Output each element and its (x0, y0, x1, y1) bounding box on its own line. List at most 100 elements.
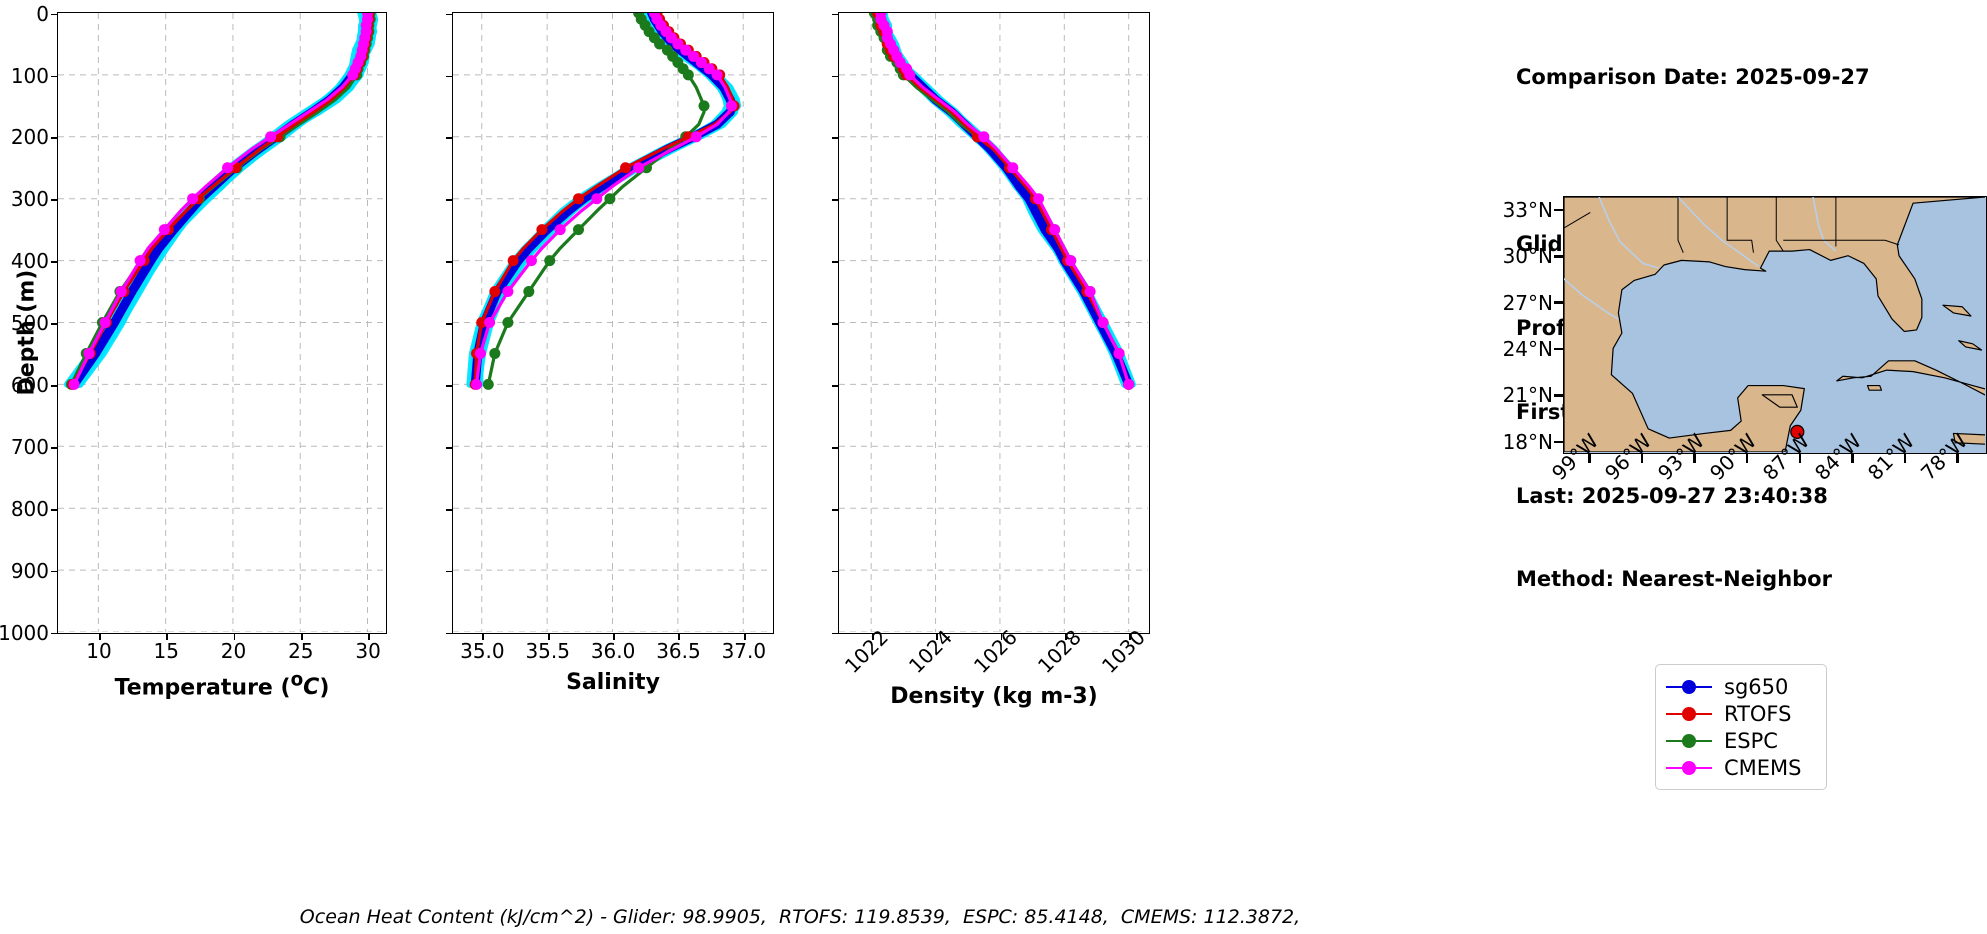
map-lon-tick (1693, 454, 1696, 463)
legend-item-espc[interactable]: ESPC (1666, 727, 1810, 754)
y-axis-tick (51, 385, 58, 387)
method-text: Method: Nearest-Neighbor (1516, 567, 1832, 592)
y-axis-tick (51, 261, 58, 263)
ocean-heat-content-caption: Ocean Heat Content (kJ/cm^2) - Glider: 9… (299, 906, 1301, 928)
x-axis-tick (1129, 632, 1132, 640)
map-lon-tick (1851, 454, 1854, 463)
depth-tick-label: 0 (36, 1, 49, 26)
density-axis-label: Density (kg m-3) (890, 684, 1098, 709)
metadata-spacer (1516, 148, 1870, 176)
x-axis-tick (98, 632, 101, 640)
depth-tick-label: 800 (10, 496, 49, 521)
map-lon-tick (1956, 454, 1959, 463)
y-axis-tick (832, 323, 839, 325)
y-axis-tick (51, 199, 58, 202)
legend-label: ESPC (1724, 728, 1778, 753)
x-tick-label: 20 (220, 639, 247, 663)
temperature-axis-label: Temperature (oC) (114, 670, 330, 701)
y-axis-tick (51, 632, 58, 635)
depth-tick-label: 400 (10, 249, 49, 274)
comparison-date-text: Comparison Date: 2025-09-27 (1516, 64, 1870, 89)
y-axis-tick (832, 75, 839, 78)
map-lat-label: 24°N (1502, 337, 1553, 362)
y-axis-tick (51, 75, 58, 78)
x-axis-tick (871, 632, 874, 640)
map-lat-tick (1554, 394, 1563, 397)
x-axis-tick (1064, 632, 1067, 640)
map-lat-label: 27°N (1502, 290, 1553, 315)
x-tick-label: 35.5 (525, 639, 570, 663)
map-lat-label: 18°N (1502, 429, 1553, 454)
map-lon-tick (1588, 454, 1591, 463)
y-axis-tick (446, 137, 453, 140)
y-axis-tick (446, 199, 453, 202)
last-time-text: Last: 2025-09-27 23:40:38 (1516, 483, 1828, 508)
map-lat-tick (1554, 255, 1563, 258)
y-axis-tick (51, 446, 58, 449)
x-tick-label: 37.0 (721, 639, 767, 663)
map-lat-label: 33°N (1502, 197, 1553, 222)
glider-location-map[interactable] (1563, 196, 1987, 454)
y-axis-tick (832, 199, 839, 202)
legend-marker-icon (1666, 679, 1712, 695)
y-axis-tick (51, 137, 58, 140)
depth-tick-label: 200 (10, 125, 49, 150)
salinity-axes (452, 12, 774, 634)
y-axis-tick (832, 13, 839, 16)
x-axis-tick (482, 632, 485, 640)
salinity-axis-label: Salinity (566, 670, 660, 695)
x-tick-label: 15 (153, 639, 179, 663)
y-axis-tick (446, 508, 453, 511)
y-axis-tick (446, 323, 453, 325)
legend-label: CMEMS (1724, 755, 1802, 780)
x-tick-label: 30 (355, 639, 381, 663)
depth-axis-label: Depth (m) (14, 269, 40, 396)
x-axis-tick (936, 632, 938, 640)
y-axis-tick (832, 385, 839, 387)
y-axis-tick (446, 446, 453, 449)
map-lat-label: 30°N (1502, 244, 1553, 269)
y-axis-tick (832, 570, 839, 573)
map-lat-tick (1554, 440, 1563, 443)
y-axis-tick (832, 508, 839, 511)
legend-item-sg650[interactable]: sg650 (1666, 673, 1810, 700)
map-lat-tick (1554, 301, 1563, 304)
depth-tick-label: 600 (10, 373, 49, 397)
x-axis-tick (233, 632, 236, 640)
map-lat-tick (1554, 347, 1563, 351)
depth-tick-label: 500 (10, 311, 49, 336)
y-axis-tick (832, 446, 839, 449)
depth-tick-label: 300 (10, 187, 49, 212)
x-axis-tick (613, 632, 615, 640)
map-lon-tick (1640, 454, 1644, 463)
y-axis-tick (51, 323, 58, 325)
x-tick-label: 25 (288, 639, 314, 663)
legend-label: RTOFS (1724, 701, 1792, 726)
y-axis-tick (446, 385, 453, 387)
y-axis-tick (446, 261, 453, 263)
y-axis-tick (51, 13, 58, 16)
depth-tick-label: 900 (10, 558, 49, 583)
legend-item-cmems[interactable]: CMEMS (1666, 754, 1810, 781)
y-axis-tick (446, 570, 453, 573)
x-axis-tick (166, 632, 169, 640)
x-axis-tick (743, 632, 746, 640)
x-tick-label: 10 (86, 639, 112, 663)
x-tick-label: 36.5 (656, 639, 701, 663)
legend-item-rtofs[interactable]: RTOFS (1666, 700, 1810, 727)
y-axis-tick (446, 632, 453, 635)
x-axis-tick (368, 632, 370, 640)
temperature-axes (57, 12, 387, 634)
map-lon-tick (1798, 454, 1801, 463)
legend-marker-icon (1666, 733, 1712, 749)
series-legend: sg650 RTOFS ESPC CMEMS (1655, 664, 1827, 790)
x-tick-label: 36.0 (590, 639, 636, 663)
legend-label: sg650 (1724, 674, 1789, 699)
x-axis-tick (1000, 632, 1003, 640)
y-axis-tick (446, 75, 453, 78)
map-lat-label: 21°N (1502, 383, 1553, 408)
legend-marker-icon (1666, 706, 1712, 722)
map-lat-tick (1554, 208, 1563, 212)
x-axis-tick (300, 632, 303, 640)
y-axis-tick (51, 508, 58, 511)
